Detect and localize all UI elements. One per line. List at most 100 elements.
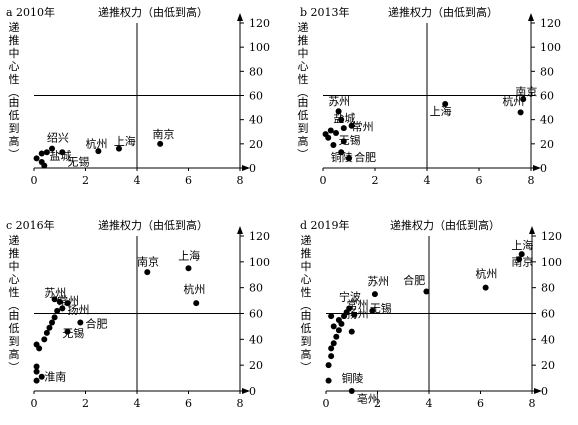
x-tick-label: 4 (424, 174, 431, 187)
x-tick-label: 4 (134, 174, 141, 187)
data-point (351, 311, 358, 318)
y-tick-label: 80 (540, 65, 554, 78)
data-point (482, 284, 489, 291)
x-tick-label: 8 (529, 397, 536, 410)
data-point (41, 162, 48, 169)
y-tick-label: 20 (249, 359, 263, 372)
x-tick-label: 2 (374, 397, 381, 410)
x-tick-label: 2 (82, 174, 89, 187)
y-axis-arrow (237, 13, 243, 21)
x-tick-label: 6 (477, 397, 484, 410)
data-point (328, 353, 335, 360)
y-axis-label-char: 到 (9, 122, 20, 135)
y-tick-label: 120 (541, 230, 562, 243)
point-label: 无锡 (62, 326, 84, 340)
point-label: 亳州 (357, 392, 379, 406)
y-axis-label-char: 推 (301, 246, 312, 260)
data-point (327, 127, 334, 134)
data-point (442, 100, 449, 107)
data-point (77, 319, 84, 326)
y-axis-label-char: ） (299, 362, 312, 373)
x-tick-label: 8 (237, 397, 244, 410)
data-point (325, 362, 332, 369)
point-label: 苏州 (44, 287, 66, 300)
data-point (371, 291, 378, 298)
x-axis-arrow (242, 165, 250, 171)
point-label: 无锡 (67, 155, 89, 169)
y-tick-label: 20 (540, 138, 554, 151)
x-axis-label: 递推权力（由低到高） (98, 5, 208, 19)
data-point (325, 377, 332, 384)
y-axis-label-char: （ (7, 87, 20, 98)
y-axis-label-char: 高 (298, 134, 309, 148)
data-point (64, 300, 71, 307)
data-point (38, 373, 45, 380)
panel-a: a 2010年 递推权力（由低到高） 0 2 4 6 8020406080100120递… (6, 5, 270, 187)
data-point (340, 125, 347, 132)
y-tick-label: 40 (540, 114, 554, 127)
point-label: 杭州 (183, 282, 205, 296)
y-axis-label-char: 递 (298, 20, 309, 34)
y-axis-label-char: 低 (301, 322, 312, 335)
y-tick-label: 60 (249, 308, 263, 321)
x-tick-label: 6 (185, 174, 192, 187)
x-tick-label: 4 (134, 397, 141, 410)
data-point (51, 314, 58, 321)
y-axis-label-char: 递 (9, 20, 20, 34)
x-tick-label: 2 (82, 397, 89, 410)
data-point (144, 269, 151, 276)
y-tick-label: 60 (540, 90, 554, 103)
y-axis-label-char: 由 (9, 95, 20, 109)
y-axis-label-char: ） (7, 362, 20, 373)
y-axis-label-char: 到 (9, 335, 20, 348)
y-tick-label: 60 (541, 308, 555, 321)
data-point (335, 108, 342, 115)
y-axis-label-char: 心 (9, 60, 20, 73)
point-label: 上海 (430, 104, 452, 118)
data-point (46, 324, 53, 331)
data-point (115, 145, 122, 152)
data-point (43, 329, 50, 336)
y-axis-label-char: 性 (301, 285, 312, 299)
y-axis-label-char: （ (299, 300, 312, 311)
y-axis-label-char: 由 (298, 95, 309, 109)
x-tick-label: 6 (185, 397, 192, 410)
y-tick-label: 40 (249, 114, 263, 127)
data-point (369, 307, 376, 314)
data-point (330, 323, 337, 330)
data-point (49, 145, 56, 152)
y-tick-label: 0 (541, 385, 548, 398)
x-axis-label: 递推权力（由低到高） (388, 5, 498, 19)
y-tick-label: 100 (249, 41, 270, 54)
y-tick-label: 20 (541, 359, 555, 372)
panel-title: c 2016年 (6, 218, 55, 232)
y-axis-label-char: 性 (298, 72, 309, 86)
y-axis-label-char: 高 (9, 134, 20, 148)
y-axis-label-char: 中 (298, 47, 309, 60)
y-tick-label: 60 (249, 90, 263, 103)
x-tick-label: 8 (528, 174, 535, 187)
y-tick-label: 120 (540, 17, 561, 30)
data-point (335, 316, 342, 323)
data-point (33, 377, 40, 384)
data-point (333, 333, 340, 340)
data-point (330, 142, 337, 149)
point-label: 南京 (152, 127, 174, 141)
x-axis-label: 递推权力（由低到高） (390, 218, 500, 232)
data-point (328, 313, 335, 320)
y-tick-label: 100 (540, 41, 561, 54)
point-label: 上海 (114, 134, 136, 148)
point-label: 苏州 (328, 95, 350, 108)
data-point (348, 122, 355, 129)
point-label: 淮南 (44, 371, 66, 384)
y-axis-label-char: 推 (9, 33, 20, 47)
point-label: 无锡 (339, 133, 361, 147)
point-label: 铜陵 (341, 371, 363, 385)
point-label: 扬州 (347, 306, 369, 320)
x-tick-label: 4 (426, 397, 433, 410)
y-axis-label-char: ） (7, 149, 20, 160)
data-point (33, 368, 40, 375)
y-axis-arrow (237, 226, 243, 234)
panel-b: b 2013年 递推权力（由低到高） 0 2 4 6 8020406080100120递… (296, 5, 561, 187)
